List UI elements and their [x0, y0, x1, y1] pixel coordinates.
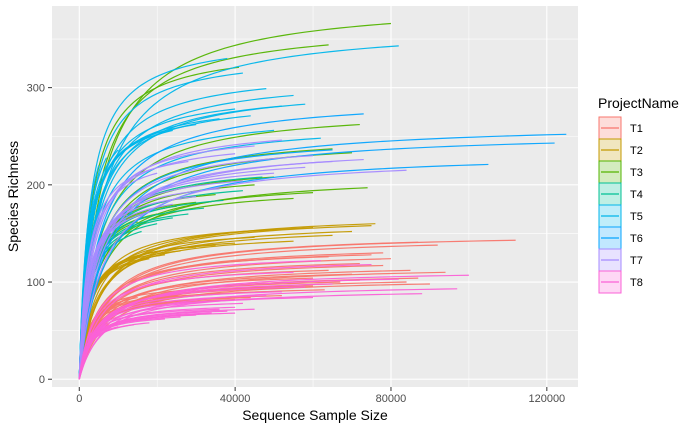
legend-item-T7: T7	[598, 248, 643, 272]
y-axis-ticks: 0 100 200 300	[27, 83, 52, 386]
legend-item-T2: T2	[598, 138, 643, 162]
x-axis-ticks: 0 40000 80000 120000	[76, 387, 565, 405]
curve-T8	[78, 260, 321, 380]
curve-T8	[78, 308, 220, 380]
curve-T6	[78, 133, 567, 380]
legend-item-T1: T1	[598, 116, 643, 140]
series-T8	[78, 260, 469, 380]
legend-label: T5	[630, 211, 643, 223]
legend-title: ProjectName	[598, 95, 679, 111]
legend-item-T6: T6	[598, 226, 643, 250]
curve-T7	[78, 172, 158, 380]
y-tick-label: 0	[39, 374, 45, 386]
legend-item-T3: T3	[598, 160, 643, 184]
curve-T7	[78, 155, 314, 380]
legend-item-T5: T5	[598, 204, 643, 228]
x-axis-title: Sequence Sample Size	[242, 407, 388, 423]
legend-label: T6	[630, 233, 643, 245]
legend-label: T2	[630, 145, 643, 157]
x-tick-label: 40000	[220, 393, 251, 405]
legend-label: T8	[630, 277, 643, 289]
curve-T6	[78, 142, 555, 380]
legend-label: T4	[630, 189, 643, 201]
legend-label: T7	[630, 255, 643, 267]
curve-T7	[78, 139, 282, 380]
curve-T8	[78, 296, 314, 380]
curve-T7	[78, 169, 407, 380]
y-tick-label: 200	[27, 180, 45, 192]
y-axis-title: Species Richness	[5, 141, 21, 252]
curve-T7	[78, 153, 236, 380]
y-tick-label: 100	[27, 277, 45, 289]
y-tick-label: 300	[27, 83, 45, 95]
grid-major	[52, 6, 578, 387]
x-tick-label: 120000	[528, 393, 565, 405]
curve-T5	[78, 72, 243, 380]
curve-T8	[78, 274, 469, 380]
curve-T5	[78, 57, 228, 380]
series-curves	[78, 22, 567, 380]
legend-item-T4: T4	[598, 182, 643, 206]
legend-label: T3	[630, 167, 643, 179]
legend-item-T8: T8	[598, 270, 643, 294]
legend: T1 T2 T3 T4 T5 T6 T7 T8	[598, 116, 643, 294]
legend-label: T1	[630, 123, 643, 135]
series-T7	[78, 139, 407, 380]
x-tick-label: 80000	[376, 393, 407, 405]
x-tick-label: 0	[76, 393, 82, 405]
